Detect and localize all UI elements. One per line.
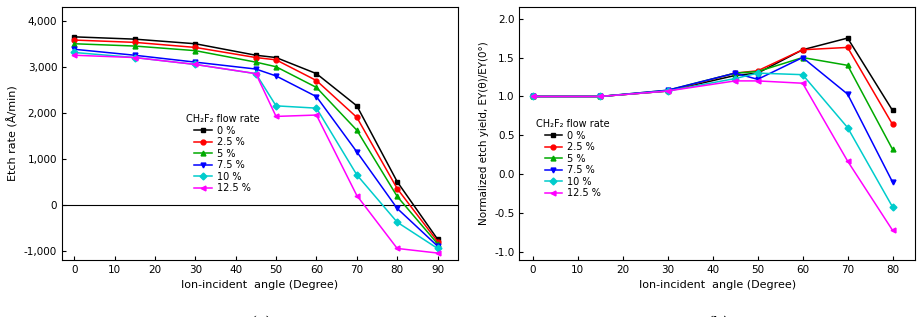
Text: (a): (a) — [249, 316, 270, 317]
X-axis label: Ion-incident  angle (Degree): Ion-incident angle (Degree) — [182, 280, 338, 290]
Text: (b): (b) — [706, 316, 728, 317]
Y-axis label: Etch rate (Å/min): Etch rate (Å/min) — [7, 86, 18, 181]
Legend: 0 %, 2.5 %, 5 %, 7.5 %, 10 %, 12.5 %: 0 %, 2.5 %, 5 %, 7.5 %, 10 %, 12.5 % — [185, 114, 259, 193]
Y-axis label: Normalized etch yield, EY(θ)/EY(0°): Normalized etch yield, EY(θ)/EY(0°) — [479, 42, 489, 225]
Legend: 0 %, 2.5 %, 5 %, 7.5 %, 10 %, 12.5 %: 0 %, 2.5 %, 5 %, 7.5 %, 10 %, 12.5 % — [536, 120, 609, 198]
X-axis label: Ion-incident  angle (Degree): Ion-incident angle (Degree) — [639, 280, 796, 290]
